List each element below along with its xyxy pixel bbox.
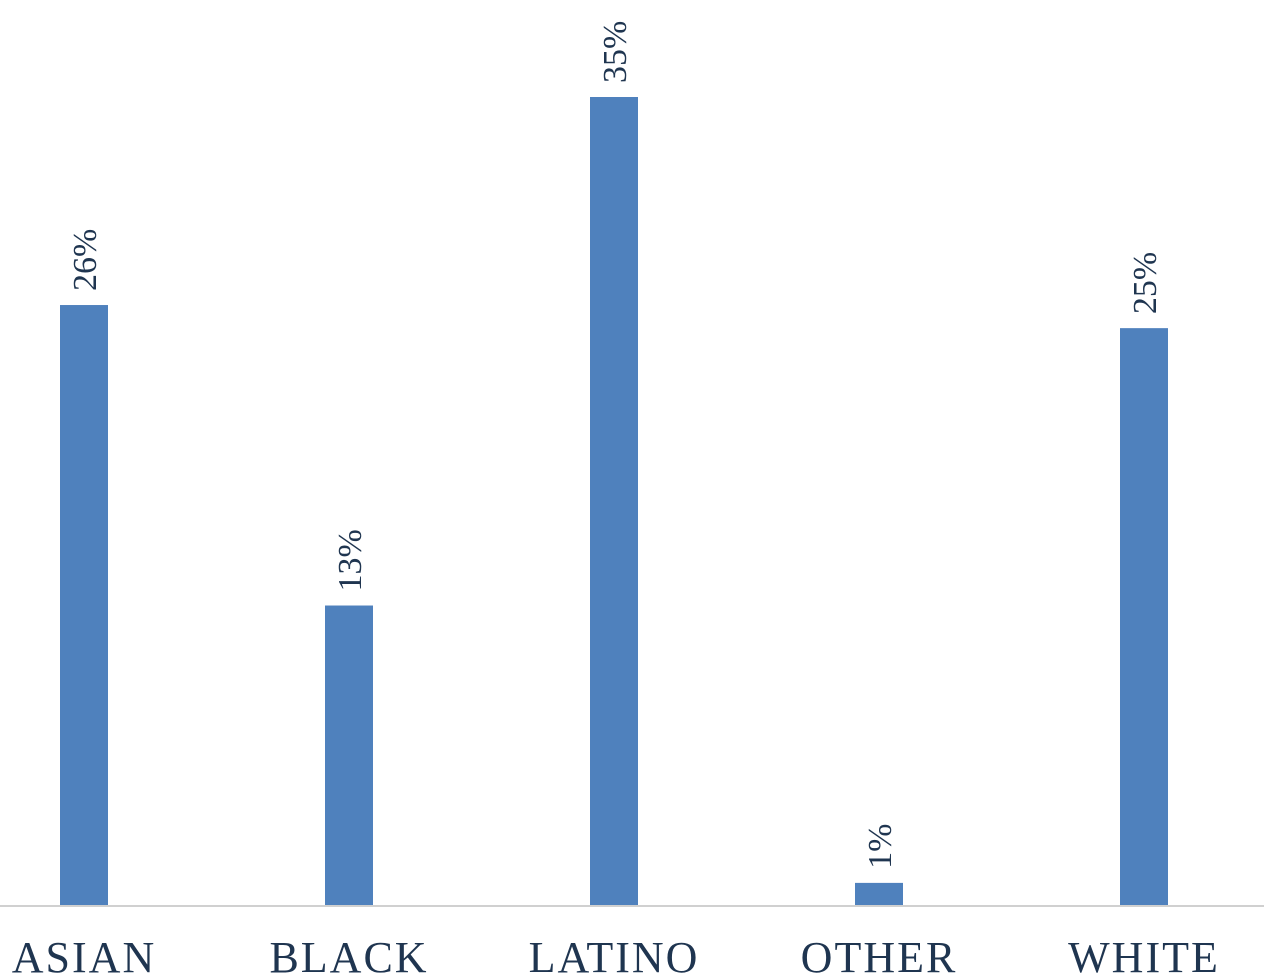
value-label-latino: 35% (597, 21, 634, 83)
bar-latino (590, 97, 638, 906)
value-label-other: 1% (862, 824, 899, 869)
bar-asian (60, 305, 108, 906)
bar-other (855, 882, 903, 906)
category-label-latino: LATINO (529, 933, 700, 979)
value-labels-group: 26% 13% 35% 1% 25% (67, 21, 1164, 869)
category-labels-group: ASIAN BLACK LATINO OTHER WHITE (12, 933, 1220, 979)
value-label-black: 13% (332, 529, 369, 591)
value-label-white: 25% (1127, 252, 1164, 314)
bar-white (1120, 328, 1168, 907)
value-label-asian: 26% (67, 229, 104, 291)
bars-group (60, 97, 1168, 907)
category-label-white: WHITE (1068, 933, 1220, 979)
bar-black (325, 605, 373, 906)
category-label-asian: ASIAN (12, 933, 156, 979)
category-label-other: OTHER (801, 933, 958, 979)
category-label-black: BLACK (269, 933, 428, 979)
